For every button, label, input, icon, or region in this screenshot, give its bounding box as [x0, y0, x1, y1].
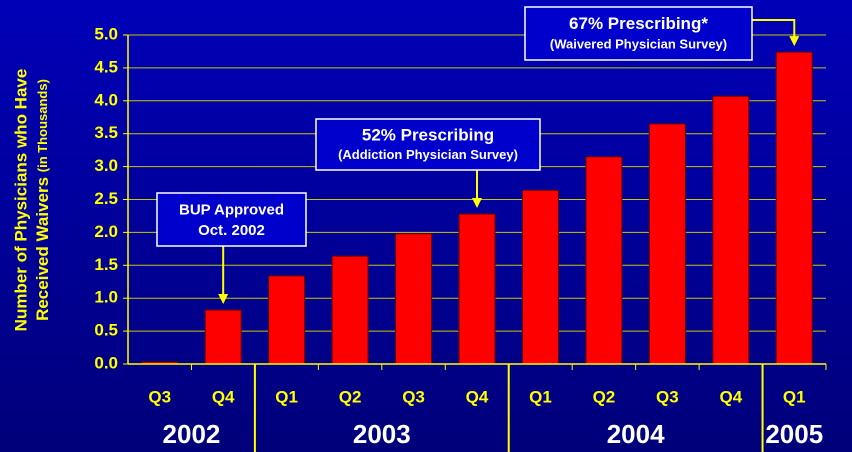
x-tick-label: Q3	[148, 387, 171, 406]
year-label: 2005	[765, 419, 823, 449]
bar	[395, 233, 433, 365]
annotation-title: 52% Prescribing	[362, 125, 494, 144]
y-axis-title-main: Received Waivers	[33, 177, 52, 321]
annotation-box	[524, 6, 753, 61]
annotation-arrow	[752, 19, 796, 45]
y-tick-label: 2.0	[94, 222, 118, 241]
bar	[775, 51, 813, 365]
annotation-box	[156, 192, 307, 247]
y-tick-label: 5.0	[94, 24, 118, 43]
bar	[458, 213, 496, 365]
annotation-box	[315, 118, 541, 171]
x-tick-label: Q2	[339, 387, 362, 406]
x-tick-label: Q3	[656, 387, 679, 406]
annotation-title: BUP Approved	[179, 201, 284, 218]
year-label: 2002	[163, 419, 221, 449]
x-tick-label: Q4	[466, 387, 489, 406]
x-tick-label: Q1	[275, 387, 298, 406]
x-tick-label: Q1	[529, 387, 552, 406]
annotation-subtitle: Oct. 2002	[198, 222, 265, 239]
y-axis-title: Received Waivers (in Thousands)	[33, 79, 52, 321]
x-tick-label: Q4	[212, 387, 235, 406]
annotation-arrowhead	[472, 197, 482, 208]
bar	[521, 189, 559, 365]
annotation-subtitle: (Addiction Physician Survey)	[338, 147, 518, 162]
y-tick-label: 0.0	[94, 353, 118, 372]
bar	[331, 255, 369, 365]
y-tick-label: 1.0	[94, 288, 118, 307]
year-label: 2004	[607, 419, 665, 449]
x-tick-label: Q2	[593, 387, 616, 406]
y-tick-label: 4.0	[94, 90, 118, 109]
x-tick-label: Q1	[783, 387, 806, 406]
y-tick-label: 3.0	[94, 156, 118, 175]
bar	[268, 275, 306, 365]
annotation-arrowhead	[789, 36, 800, 47]
x-tick-label: Q4	[719, 387, 742, 406]
bar	[712, 95, 750, 365]
y-tick-label: 4.5	[94, 57, 118, 76]
bar	[204, 309, 242, 365]
y-axis-title: Number of Physicians who Have	[11, 69, 30, 332]
bar	[585, 156, 623, 365]
y-tick-label: 2.5	[94, 189, 118, 208]
year-label: 2003	[353, 419, 411, 449]
y-tick-label: 0.5	[94, 321, 118, 340]
x-tick-label: Q3	[402, 387, 425, 406]
y-axis-title-note: (in Thousands)	[35, 79, 50, 172]
annotation-subtitle: (Waivered Physician Survey)	[550, 37, 727, 52]
y-tick-label: 3.5	[94, 123, 118, 142]
bar	[648, 123, 686, 365]
annotation-arrowhead	[218, 294, 229, 305]
annotation-title: 67% Prescribing*	[569, 14, 708, 33]
y-tick-label: 1.5	[94, 255, 118, 274]
